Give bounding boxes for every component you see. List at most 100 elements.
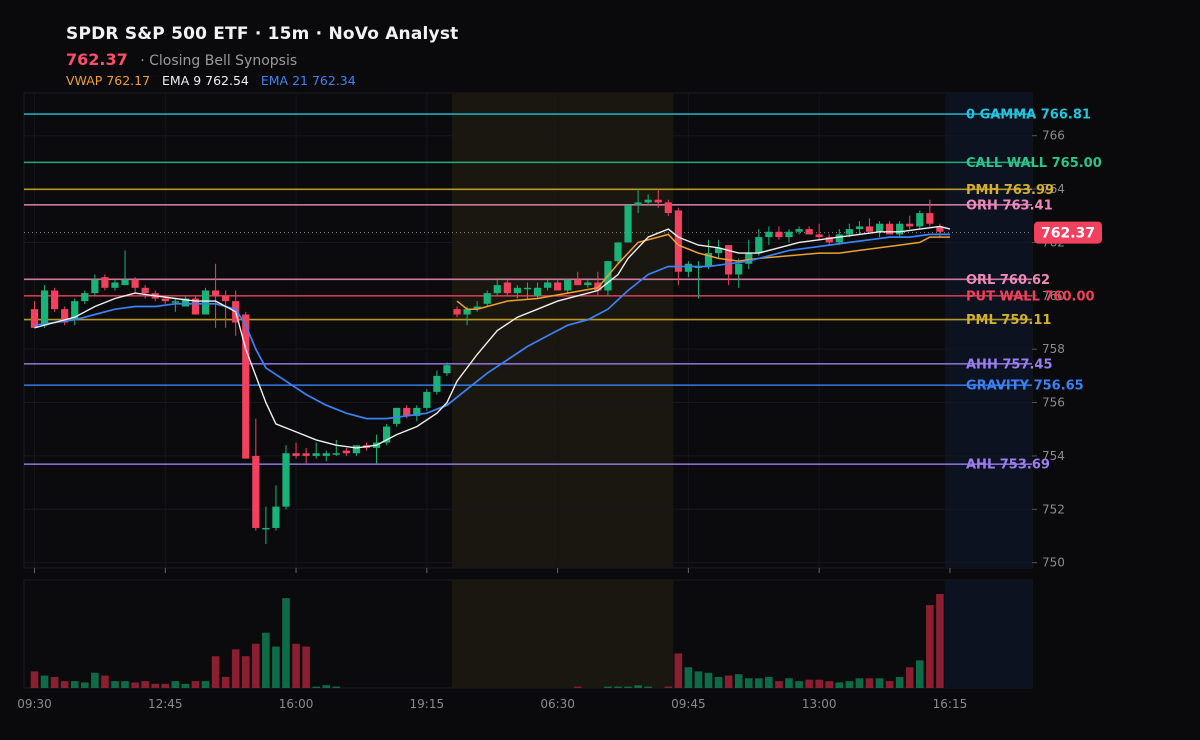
candle-body xyxy=(101,277,109,288)
candle-body xyxy=(201,290,210,315)
volume-bar xyxy=(30,671,39,688)
candle-body xyxy=(554,282,562,291)
candle-body xyxy=(141,287,149,294)
candle-body xyxy=(211,290,220,296)
candle-body xyxy=(383,426,391,443)
level-label: PUT WALL 760.00 xyxy=(966,289,1095,304)
x-tick-label: 09:30 xyxy=(17,697,52,711)
price-tag-label: 762.37 xyxy=(1041,226,1095,242)
volume-bar xyxy=(272,646,280,688)
candle-body xyxy=(795,229,803,232)
premarket-shade xyxy=(451,580,674,688)
candle-body xyxy=(443,365,451,374)
candle-body xyxy=(433,375,441,392)
price-tag-group: 762.37 xyxy=(1034,221,1102,244)
volume-bar xyxy=(694,671,703,688)
candle-body xyxy=(805,229,813,235)
candle-body xyxy=(815,234,823,238)
volume-bar xyxy=(805,679,813,688)
volume-bar xyxy=(875,678,884,688)
candle-body xyxy=(40,290,49,326)
volume-bar xyxy=(282,598,290,688)
candle-body xyxy=(906,223,914,227)
volume-bar xyxy=(825,681,834,688)
candle-body xyxy=(61,309,69,323)
candle-body xyxy=(332,453,340,455)
candle-body xyxy=(181,298,189,307)
volume-bar xyxy=(936,594,944,688)
level-label: 0 GAMMA 766.81 xyxy=(966,108,1091,123)
volume-bar xyxy=(141,681,149,688)
candle-body xyxy=(936,226,944,232)
y-tick-label: 752 xyxy=(1042,502,1065,516)
candle-body xyxy=(453,309,461,315)
indicator-lines xyxy=(34,225,951,449)
volume-bar xyxy=(181,683,190,688)
candle-body xyxy=(865,226,874,232)
volume-bar xyxy=(664,686,673,688)
volume-bar xyxy=(573,686,582,688)
y-tick-label: 760 xyxy=(1042,289,1065,303)
level-label: PML 759.11 xyxy=(966,313,1051,328)
candle-body xyxy=(644,199,652,203)
candle-body xyxy=(71,301,79,320)
candle-body xyxy=(825,237,833,243)
volume-bar xyxy=(704,672,713,688)
candle-body xyxy=(121,279,129,286)
y-tick-label: 766 xyxy=(1042,129,1065,143)
indicator-legend: VWAP 762.17 EMA 9 762.54 EMA 21 762.34 xyxy=(66,73,458,88)
volume-bar xyxy=(624,686,632,688)
candle-body xyxy=(242,314,250,459)
volume-bar xyxy=(221,676,230,688)
candle-body xyxy=(171,301,179,303)
volume-bar xyxy=(91,672,99,688)
level-label: ORL 760.62 xyxy=(966,273,1050,288)
x-tick-label: 19:15 xyxy=(410,697,445,711)
volume-bar xyxy=(775,681,783,688)
volume-bar xyxy=(674,653,683,688)
volume-bar xyxy=(262,632,270,688)
volume-bar xyxy=(734,674,743,688)
volume-bar xyxy=(744,678,753,688)
volume-bar xyxy=(70,681,79,688)
volume-bar xyxy=(241,656,250,688)
legend-vwap: VWAP 762.17 xyxy=(66,73,151,88)
candle-body xyxy=(594,282,602,291)
candle-body xyxy=(926,213,934,224)
candle-body xyxy=(413,407,421,416)
volume-bar xyxy=(161,683,170,688)
candle-body xyxy=(272,506,280,528)
level-lines xyxy=(24,113,1032,465)
volume-bar xyxy=(332,686,341,688)
x-axis: 09:30 12:45 16:00 19:15 06:30 09:45 13:00 16:15 xyxy=(17,568,967,711)
legend-ema9: EMA 9 762.54 xyxy=(162,73,249,88)
candle-body xyxy=(493,285,501,294)
candle-body xyxy=(896,223,904,235)
candle-body xyxy=(81,293,89,302)
volume-bar xyxy=(201,681,210,688)
volume-bar xyxy=(604,686,612,688)
volume-bar xyxy=(81,682,89,688)
legend-ema21: EMA 21 762.34 xyxy=(260,73,356,88)
y-axis: 750752754756758760762764766 xyxy=(1032,129,1065,570)
vwap-line xyxy=(456,233,950,310)
candle-body xyxy=(765,231,773,238)
y-tick-label: 756 xyxy=(1042,396,1065,410)
volume-bar xyxy=(684,667,693,688)
x-tick-label: 16:00 xyxy=(279,697,314,711)
candle-body xyxy=(855,226,864,230)
volume-bar xyxy=(151,683,160,688)
candle-body xyxy=(30,309,39,328)
candle-body xyxy=(584,282,592,286)
candle-body xyxy=(614,242,622,262)
candle-body xyxy=(785,231,793,238)
candle-body xyxy=(191,298,200,315)
volume-bar xyxy=(785,678,793,688)
volume-bar xyxy=(302,646,310,688)
volume-bar xyxy=(835,682,844,688)
volume-bar xyxy=(252,643,260,688)
volume-bars xyxy=(30,594,944,688)
x-tick-label: 06:30 xyxy=(540,697,575,711)
volume-bar xyxy=(211,656,220,688)
